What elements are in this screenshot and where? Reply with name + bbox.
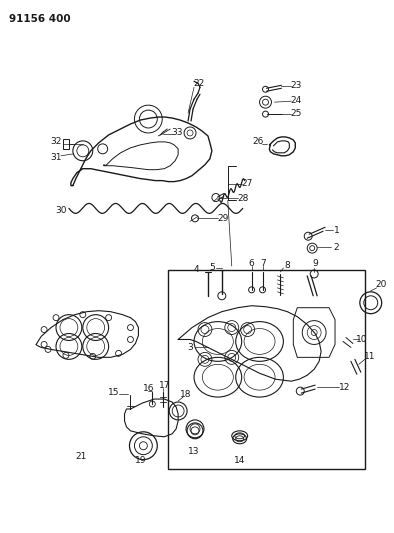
Text: 17: 17 bbox=[158, 381, 170, 390]
Text: 5: 5 bbox=[209, 263, 215, 272]
Text: 23: 23 bbox=[291, 81, 302, 90]
Text: 22: 22 bbox=[193, 79, 204, 88]
Text: 2: 2 bbox=[333, 243, 339, 252]
Text: 32: 32 bbox=[50, 138, 62, 147]
Text: 7: 7 bbox=[261, 259, 266, 268]
Text: 11: 11 bbox=[364, 352, 375, 361]
Text: 15: 15 bbox=[108, 387, 119, 397]
Text: 91156 400: 91156 400 bbox=[9, 14, 71, 24]
Text: 21: 21 bbox=[75, 452, 87, 461]
Text: 16: 16 bbox=[143, 384, 154, 393]
Text: 19: 19 bbox=[135, 456, 146, 465]
Text: 27: 27 bbox=[241, 179, 252, 188]
Text: 31: 31 bbox=[50, 154, 62, 162]
Text: 12: 12 bbox=[339, 383, 351, 392]
Text: 9: 9 bbox=[312, 259, 318, 268]
Text: 33: 33 bbox=[171, 128, 183, 138]
Text: 26: 26 bbox=[252, 138, 263, 147]
Text: 4: 4 bbox=[193, 265, 199, 274]
Text: 18: 18 bbox=[180, 390, 192, 399]
Text: 25: 25 bbox=[291, 109, 302, 118]
Text: 20: 20 bbox=[375, 280, 387, 289]
Text: 3: 3 bbox=[187, 343, 193, 352]
Text: 28: 28 bbox=[237, 194, 248, 203]
Text: 29: 29 bbox=[217, 214, 229, 223]
Text: 13: 13 bbox=[188, 447, 200, 456]
Text: 1: 1 bbox=[334, 226, 340, 235]
Text: 6: 6 bbox=[249, 259, 255, 268]
Text: 8: 8 bbox=[284, 261, 290, 270]
Text: 24: 24 bbox=[291, 96, 302, 104]
Text: 30: 30 bbox=[55, 206, 67, 215]
Text: 14: 14 bbox=[234, 456, 245, 465]
Text: 10: 10 bbox=[356, 335, 368, 344]
